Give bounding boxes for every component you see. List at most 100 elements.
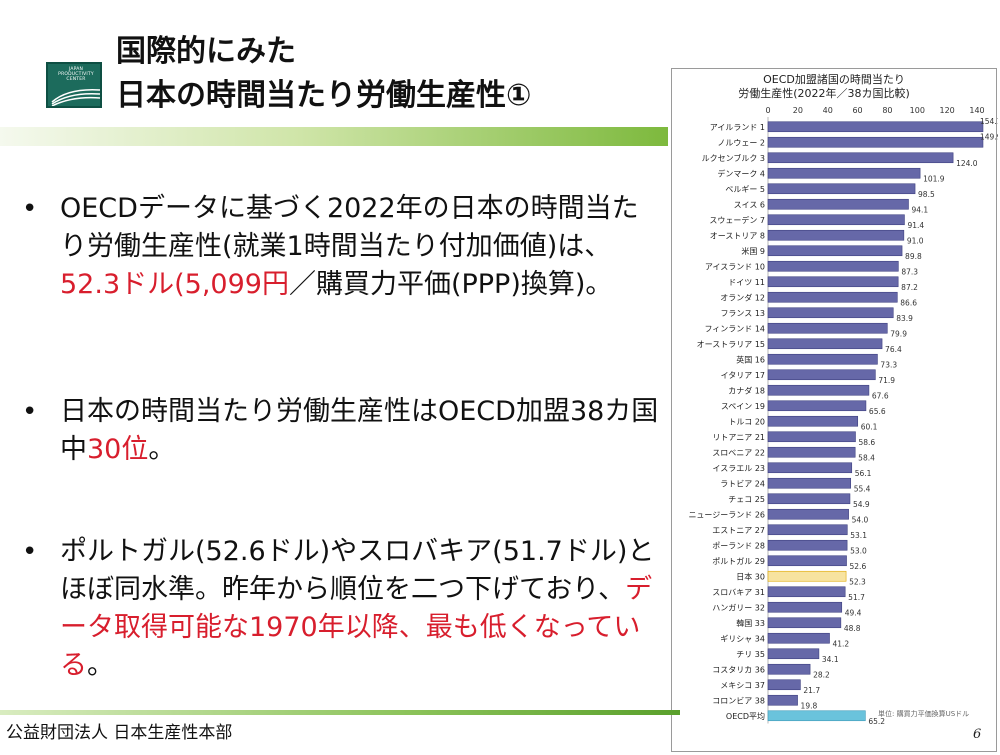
category-label: ラトビア 24 [720,479,765,488]
data-label: 154.1 [980,117,998,126]
category-label: チリ 35 [736,650,765,659]
category-label: 日本 30 [736,571,765,581]
category-label: ニュージーランド 26 [688,510,765,519]
bar [767,601,843,613]
bar [767,648,820,660]
category-label: ポルトガル 29 [712,556,765,566]
data-label: 49.4 [845,608,862,617]
bar [767,524,848,536]
category-label: スイス 6 [734,200,765,209]
chart-unit-note: 単位: 購買力平価換算USドル [878,710,970,718]
bar [767,663,811,675]
bar [767,710,866,722]
x-tick-label: 60 [852,106,862,115]
bar [767,260,899,272]
category-label: ポーランド 28 [712,541,765,550]
category-label: ギリシャ 34 [720,634,765,643]
data-label: 65.6 [869,407,886,416]
bar [767,632,830,644]
category-label: ノルウェー 2 [717,138,765,147]
data-label: 41.2 [833,639,850,648]
bullet-dot: • [22,194,38,224]
category-label: トルコ 20 [728,417,765,426]
data-label: 94.1 [911,205,928,214]
data-label: 124.0 [956,159,978,168]
bar [767,462,853,474]
bar [767,229,905,241]
category-label: ハンガリー 32 [712,602,765,612]
category-label: ドイツ 11 [728,278,765,287]
category-label: スウェーデン 7 [709,215,765,225]
data-label: 83.9 [896,314,913,323]
data-label: 58.6 [858,438,875,447]
bar [767,400,867,412]
category-label: フィンランド 14 [704,324,765,333]
data-label: 48.8 [844,624,861,633]
bar [767,214,905,226]
category-label: スロベニア 22 [712,448,765,457]
category-label: スペイン 19 [721,402,765,411]
data-label: 79.9 [890,329,907,338]
category-label: イスラエル 23 [713,464,765,473]
bar [767,198,909,210]
bullet-text: 日本の時間当たり労働生産性はOECD加盟38カ国中30位。 [60,393,665,469]
title-line-1: 国際的にみた [116,34,296,69]
data-label: 86.6 [900,298,917,307]
page-title: 国際的にみた 日本の時間当たり労働生産性① [116,30,531,118]
footer-org: 公益財団法人 日本生産性本部 [6,723,233,743]
category-label: 米国 9 [741,246,765,256]
highlight-text: 30位 [87,434,149,465]
data-label: 91.4 [907,221,924,230]
data-label: 65.2 [868,717,885,726]
category-label: コロンビア 38 [712,696,765,705]
bar [767,183,916,195]
logo-waves-icon [51,89,101,106]
x-tick-label: 100 [910,106,925,115]
data-label: 28.2 [813,670,830,679]
header-accent-band [0,127,668,146]
category-label: 英国 16 [736,354,765,364]
category-label: デンマーク 4 [717,168,765,178]
data-label: 56.1 [855,469,872,478]
bar [767,617,842,629]
data-label: 51.7 [848,593,865,602]
x-tick-label: 0 [765,106,770,115]
category-label: カナダ 18 [728,385,765,395]
x-tick-label: 40 [823,106,833,115]
title-line-2: 日本の時間当たり労働生産性① [116,78,532,113]
data-label: 98.5 [918,190,935,199]
category-label: オーストリア 8 [710,231,765,240]
bar [767,694,798,706]
data-label: 21.7 [803,686,820,695]
bar [767,555,847,567]
bullet-text-segment: 日本の時間当たり労働生産性はOECD加盟38カ国中 [60,396,659,465]
bar [767,152,954,164]
data-label: 54.0 [852,515,869,524]
highlight-text: 52.3ドル(5,099円 [60,269,289,300]
data-label: 87.3 [901,267,918,276]
page-number: 6 [973,727,982,742]
category-label: スロバキア 31 [712,588,765,597]
organization-logo: JAPAN PRODUCTIVITY CENTER [46,62,102,108]
bar [767,245,903,257]
data-label: 101.9 [923,174,945,183]
footer-accent-line [0,710,680,715]
bullet-text: OECDデータに基づく2022年の日本の時間当たり労働生産性(就業1時間当たり付… [60,190,665,304]
bar [767,446,856,458]
data-label: 71.9 [878,376,895,385]
chart-subtitle: 労働生産性(2022年／38カ国比較) [738,87,910,100]
x-tick-label: 80 [882,106,892,115]
bar [767,431,856,443]
bullet-text-segment: ポルトガル(52.6ドル)やスロバキア(51.7ドル)とほぼ同水準。昨年から順位… [60,536,655,605]
bar [767,508,849,520]
bullet-text: ポルトガル(52.6ドル)やスロバキア(51.7ドル)とほぼ同水準。昨年から順位… [60,533,665,685]
bar [767,679,801,691]
data-label: 67.6 [872,391,889,400]
category-label: 韓国 33 [736,618,765,628]
data-label: 60.1 [861,422,878,431]
bar [767,276,899,288]
bar [767,493,851,505]
category-label: エストニア 27 [712,526,765,535]
category-label: アイルランド 1 [710,123,765,132]
data-label: 55.4 [854,484,871,493]
